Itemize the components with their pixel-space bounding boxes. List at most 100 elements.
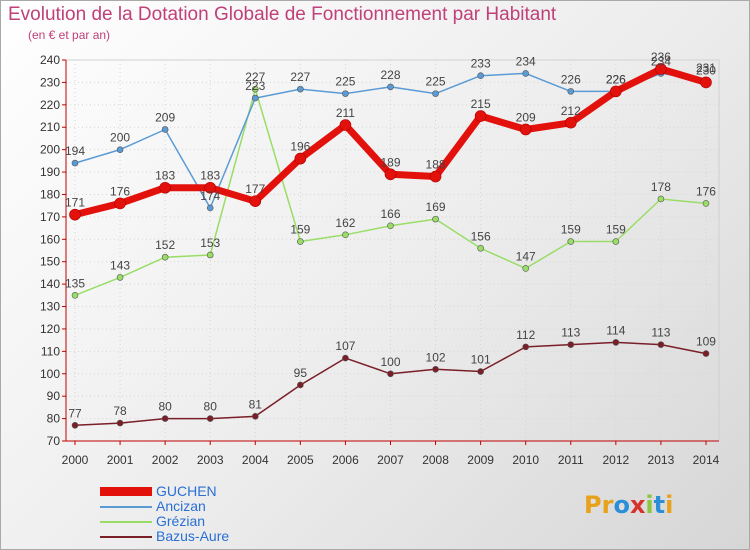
data-label-grezian: 156	[471, 229, 491, 243]
x-tick-label: 2006	[332, 453, 359, 467]
data-point-guchen	[474, 110, 487, 122]
data-label-bazus-aure: 113	[651, 326, 670, 340]
data-label-grezian: 162	[335, 216, 355, 230]
data-label-bazus-aure: 112	[516, 328, 535, 342]
chart-title: Evolution de la Dotation Globale de Fonc…	[8, 4, 557, 25]
data-label-ancizan: 225	[335, 75, 355, 89]
data-point-guchen	[204, 181, 217, 194]
data-label-bazus-aure: 101	[471, 353, 491, 367]
data-label-guchen: 183	[155, 169, 175, 183]
x-tick-label: 2014	[693, 453, 720, 467]
data-label-grezian: 143	[110, 258, 130, 272]
data-point-bazus-aure	[71, 422, 79, 429]
data-label-bazus-aure: 107	[335, 339, 355, 353]
y-tick-label: 170	[40, 210, 60, 224]
y-tick-label: 220	[40, 98, 60, 112]
data-point-ancizan	[567, 88, 575, 95]
x-tick-label: 2003	[197, 453, 224, 467]
data-label-bazus-aure: 102	[426, 350, 446, 364]
logo-letter: i	[665, 491, 674, 519]
y-tick-label: 230	[40, 75, 60, 89]
data-label-grezian: 227	[245, 70, 265, 84]
y-tick-label: 160	[40, 232, 60, 246]
x-tick-label: 2001	[107, 453, 134, 467]
x-tick-label: 2002	[152, 453, 179, 467]
data-label-grezian: 159	[606, 223, 626, 237]
data-point-ancizan	[477, 72, 484, 79]
data-label-grezian: 159	[561, 223, 581, 237]
data-point-grezian	[612, 238, 620, 245]
data-point-grezian	[206, 251, 214, 259]
legend-swatch-ancizan	[100, 506, 152, 508]
data-point-grezian	[432, 215, 439, 223]
y-tick-label: 150	[40, 255, 60, 269]
legend-label-grezian: Grézian	[156, 513, 206, 529]
y-tick-label: 70	[47, 434, 61, 448]
data-point-grezian	[567, 238, 575, 245]
x-tick-label: 2005	[287, 453, 314, 467]
data-label-ancizan: 233	[471, 57, 491, 71]
data-label-ancizan: 234	[651, 54, 671, 68]
x-tick-label: 2004	[242, 453, 269, 467]
data-point-ancizan	[297, 85, 304, 93]
data-label-bazus-aure: 81	[249, 397, 263, 411]
data-point-guchen	[249, 195, 262, 207]
data-label-bazus-aure: 95	[294, 366, 308, 380]
x-tick-label: 2009	[467, 453, 494, 467]
data-label-bazus-aure: 78	[113, 404, 127, 418]
data-point-ancizan	[161, 126, 169, 133]
data-point-guchen	[339, 119, 352, 131]
y-tick-label: 190	[40, 165, 60, 179]
y-tick-label: 240	[40, 53, 60, 67]
data-label-guchen: 188	[426, 158, 446, 172]
data-label-grezian: 153	[200, 236, 220, 250]
data-label-grezian: 159	[290, 223, 310, 237]
data-point-ancizan	[342, 90, 349, 97]
data-label-bazus-aure: 77	[68, 406, 82, 420]
logo-letter: o	[613, 491, 630, 519]
y-tick-label: 140	[40, 277, 60, 291]
data-point-grezian	[342, 231, 349, 239]
data-point-bazus-aure	[161, 415, 169, 422]
data-point-ancizan	[432, 90, 439, 97]
data-point-bazus-aure	[251, 413, 259, 420]
data-label-grezian: 147	[516, 249, 536, 263]
data-label-bazus-aure: 100	[380, 355, 400, 369]
data-point-guchen	[429, 170, 442, 183]
data-point-bazus-aure	[206, 415, 214, 422]
data-point-ancizan	[116, 146, 124, 153]
data-point-bazus-aure	[297, 381, 304, 389]
data-label-ancizan: 194	[65, 144, 85, 158]
proxiti-logo: Proxiti	[584, 491, 673, 519]
data-point-grezian	[522, 265, 530, 272]
data-label-guchen: 189	[380, 155, 400, 169]
legend-swatch-grezian	[100, 521, 152, 523]
data-point-grezian	[161, 253, 169, 261]
data-point-bazus-aure	[116, 419, 124, 427]
data-label-bazus-aure: 80	[204, 400, 218, 414]
data-label-guchen: 171	[65, 196, 85, 210]
data-point-guchen	[700, 76, 712, 89]
data-point-ancizan	[71, 159, 79, 167]
data-label-grezian: 169	[426, 200, 446, 214]
data-label-bazus-aure: 114	[606, 323, 625, 337]
data-point-guchen	[384, 168, 397, 181]
data-point-bazus-aure	[522, 343, 530, 351]
logo-letter: i	[645, 491, 654, 519]
logo-letter: t	[653, 491, 666, 519]
data-point-ancizan	[522, 70, 530, 77]
data-label-ancizan: 227	[290, 70, 310, 84]
data-point-bazus-aure	[342, 354, 349, 362]
x-tick-label: 2008	[422, 453, 449, 467]
x-tick-label: 2012	[602, 453, 629, 467]
data-label-ancizan: 234	[516, 54, 536, 68]
x-tick-label: 2007	[377, 453, 404, 467]
logo-letter: r	[601, 491, 614, 519]
x-tick-label: 2011	[558, 453, 584, 467]
data-point-bazus-aure	[567, 341, 575, 348]
data-label-ancizan: 200	[110, 131, 130, 145]
data-label-guchen: 236	[651, 50, 671, 64]
data-point-guchen	[114, 197, 126, 210]
y-tick-label: 180	[40, 187, 60, 201]
